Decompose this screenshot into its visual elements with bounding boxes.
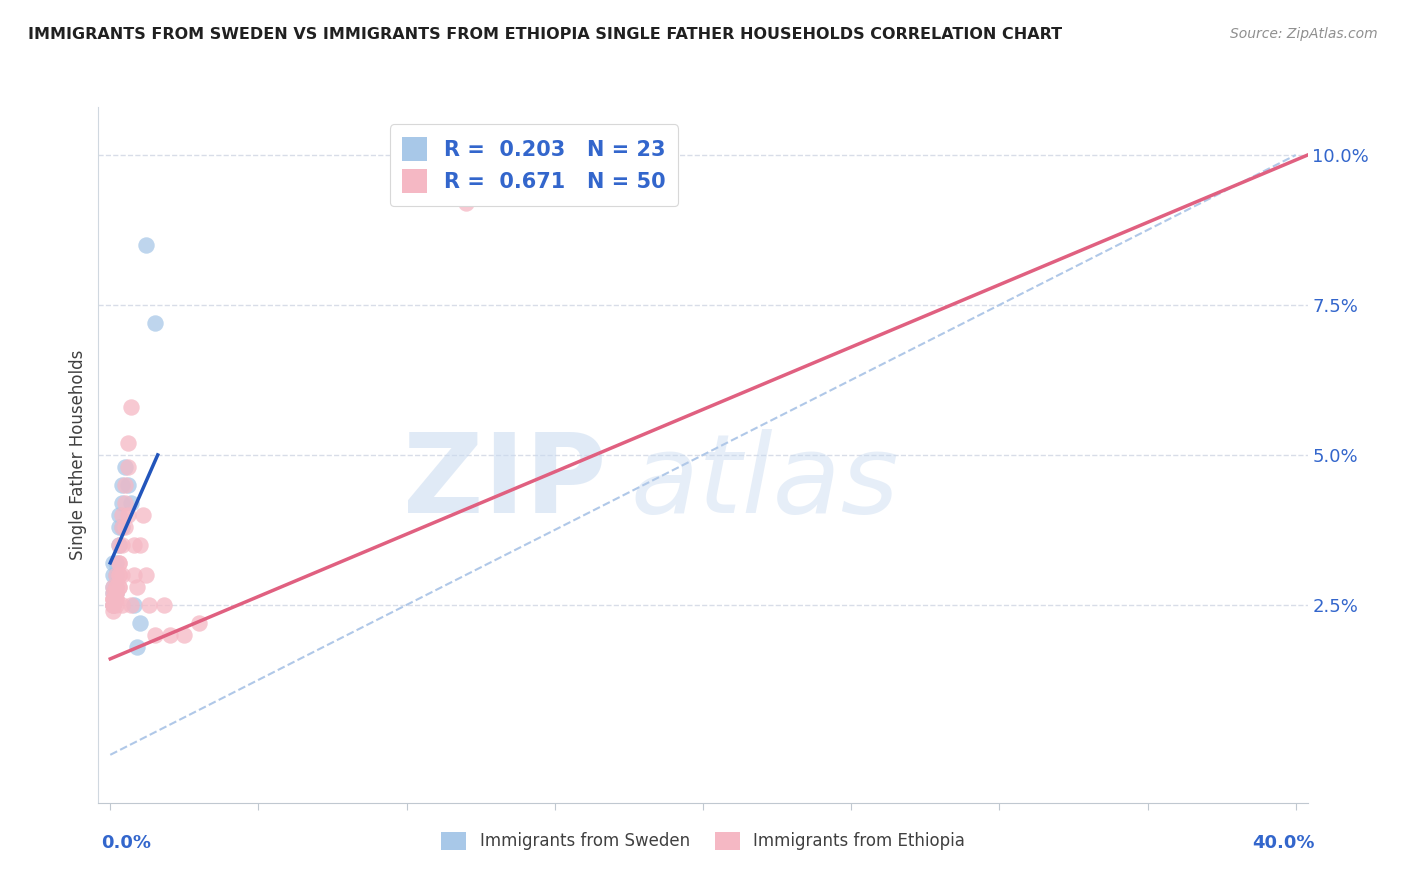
Text: IMMIGRANTS FROM SWEDEN VS IMMIGRANTS FROM ETHIOPIA SINGLE FATHER HOUSEHOLDS CORR: IMMIGRANTS FROM SWEDEN VS IMMIGRANTS FRO… <box>28 27 1063 42</box>
Text: ZIP: ZIP <box>404 429 606 536</box>
Point <box>103 598 125 612</box>
Point <box>129 615 152 630</box>
Point <box>111 520 134 534</box>
Point <box>105 580 128 594</box>
Point <box>114 478 136 492</box>
Point <box>103 598 125 612</box>
Point <box>103 567 125 582</box>
Point <box>105 567 128 582</box>
Point <box>132 508 155 522</box>
Point <box>108 538 131 552</box>
Text: Source: ZipAtlas.com: Source: ZipAtlas.com <box>1230 27 1378 41</box>
Text: 40.0%: 40.0% <box>1253 834 1315 852</box>
Point <box>108 580 131 594</box>
Y-axis label: Single Father Households: Single Father Households <box>69 350 87 560</box>
Point <box>108 580 131 594</box>
Point <box>108 556 131 570</box>
Point <box>454 196 477 211</box>
Point <box>111 496 134 510</box>
Point <box>117 459 139 474</box>
Point <box>173 628 195 642</box>
Text: 0.0%: 0.0% <box>101 834 152 852</box>
Point <box>103 591 125 606</box>
Point <box>114 496 136 510</box>
Point <box>111 598 134 612</box>
Point <box>122 598 145 612</box>
Point <box>103 586 125 600</box>
Point <box>105 591 128 606</box>
Point <box>114 459 136 474</box>
Point <box>111 478 134 492</box>
Point <box>103 598 125 612</box>
Point <box>138 598 160 612</box>
Point <box>108 520 131 534</box>
Point <box>122 538 145 552</box>
Legend: R =  0.203   N = 23, R =  0.671   N = 50: R = 0.203 N = 23, R = 0.671 N = 50 <box>389 124 678 206</box>
Point <box>103 556 125 570</box>
Point <box>108 567 131 582</box>
Point <box>135 567 157 582</box>
Point <box>135 238 157 252</box>
Point <box>105 567 128 582</box>
Point <box>103 591 125 606</box>
Point <box>117 478 139 492</box>
Point <box>108 556 131 570</box>
Point <box>105 580 128 594</box>
Point <box>143 628 166 642</box>
Point <box>111 567 134 582</box>
Point <box>103 604 125 618</box>
Legend: Immigrants from Sweden, Immigrants from Ethiopia: Immigrants from Sweden, Immigrants from … <box>434 825 972 857</box>
Point <box>120 598 142 612</box>
Point <box>105 586 128 600</box>
Point <box>103 580 125 594</box>
Point <box>117 436 139 450</box>
Point <box>120 496 142 510</box>
Point <box>103 586 125 600</box>
Point <box>111 520 134 534</box>
Point <box>143 316 166 330</box>
Point <box>108 567 131 582</box>
Point <box>105 586 128 600</box>
Point <box>188 615 211 630</box>
Point <box>122 567 145 582</box>
Point <box>105 591 128 606</box>
Point <box>125 640 148 654</box>
Point <box>125 580 148 594</box>
Point <box>129 538 152 552</box>
Point <box>103 591 125 606</box>
Point <box>114 520 136 534</box>
Point <box>108 538 131 552</box>
Point <box>105 580 128 594</box>
Point <box>103 598 125 612</box>
Point <box>111 538 134 552</box>
Point <box>105 586 128 600</box>
Point <box>117 508 139 522</box>
Point <box>105 556 128 570</box>
Point <box>111 508 134 522</box>
Point <box>108 508 131 522</box>
Text: atlas: atlas <box>630 429 898 536</box>
Point <box>103 580 125 594</box>
Point <box>152 598 174 612</box>
Point <box>159 628 181 642</box>
Point <box>105 598 128 612</box>
Point <box>120 400 142 414</box>
